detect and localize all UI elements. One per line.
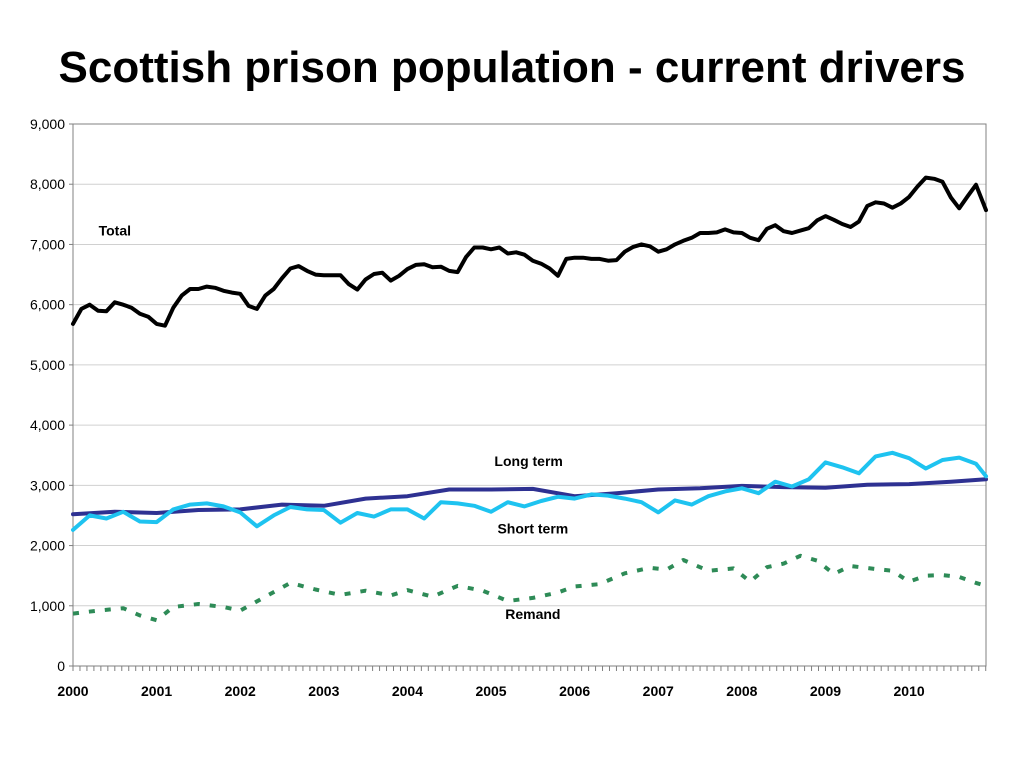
series-line-remand [72, 553, 987, 623]
y-tick-label: 5,000 [30, 357, 65, 373]
y-tick-label: 1,000 [30, 598, 65, 614]
x-tick-label: 2007 [643, 683, 674, 699]
series-label-long-term: Long term [494, 453, 562, 469]
y-tick-label: 8,000 [30, 176, 65, 192]
plot-frame [72, 123, 987, 667]
x-tick-label: 2002 [225, 683, 256, 699]
y-tick-label: 0 [57, 658, 65, 674]
series-label-short-term: Short term [497, 521, 568, 537]
series-line-short-term [71, 450, 988, 532]
x-axis: 2000 2001 2002 2003 2004 2005 2006 2007 2008 2009… [57, 666, 987, 699]
y-tick-label: 4,000 [30, 417, 65, 433]
x-tick-label: 2000 [57, 683, 88, 699]
series-label-remand: Remand [505, 606, 560, 622]
series-labels: Total Long term Short term Remand [99, 222, 569, 622]
page-title: Scottish prison population - current dri… [58, 43, 966, 92]
x-tick-label: 2003 [308, 683, 339, 699]
x-tick-label: 2008 [726, 683, 757, 699]
x-tick-label: 2009 [810, 683, 841, 699]
y-tick-label: 7,000 [30, 236, 65, 252]
x-tick-label: 2001 [141, 683, 172, 699]
series-line-total [71, 175, 988, 328]
y-tick-label: 6,000 [30, 297, 65, 313]
y-tick-label: 9,000 [30, 116, 65, 132]
y-tick-label: 3,000 [30, 477, 65, 493]
x-tick-label: 2010 [894, 683, 925, 699]
series-layer [71, 175, 988, 623]
series-label-total: Total [99, 222, 131, 238]
x-tick-label: 2004 [392, 683, 423, 699]
plot-border [72, 123, 987, 667]
x-tick-label: 2006 [559, 683, 590, 699]
x-tick-label: 2005 [475, 683, 506, 699]
y-tick-label: 2,000 [30, 538, 65, 554]
y-axis: 0 1,000 2,000 3,000 4,000 5,000 6,000 7,000 8,00… [30, 116, 73, 674]
series-line-long-term [71, 477, 988, 517]
